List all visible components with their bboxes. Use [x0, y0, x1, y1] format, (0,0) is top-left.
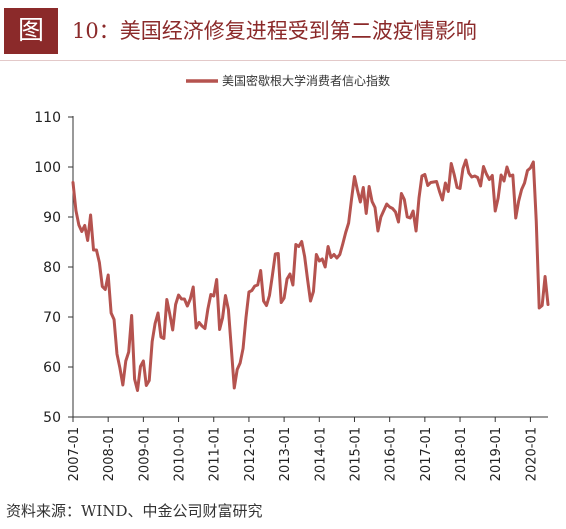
y-axis-ticks: 50 60 70 80 90 100 110 [34, 110, 73, 426]
figure-header: 图 10：美国经济修复进程受到第二波疫情影响 [0, 0, 566, 62]
x-tick-label: 2017-01 [419, 427, 434, 481]
x-tick-label: 2018-01 [454, 427, 469, 481]
x-tick-label: 2019-01 [489, 427, 504, 481]
y-tick-label: 100 [34, 160, 61, 176]
y-tick-label: 90 [43, 210, 61, 226]
x-tick-label: 2010-01 [173, 427, 188, 481]
figure-title: 10：美国经济修复进程受到第二波疫情影响 [72, 19, 477, 43]
x-tick-label: 2014-01 [313, 427, 328, 481]
y-tick-label: 60 [43, 360, 61, 376]
x-tick-label: 2007-01 [67, 427, 82, 481]
series-layer [71, 158, 550, 392]
x-tick-label: 2008-01 [102, 427, 117, 481]
x-tick-label: 2020-01 [524, 427, 539, 481]
y-tick-label: 70 [43, 310, 61, 326]
x-tick-label: 2013-01 [278, 427, 293, 481]
x-tick-label: 2016-01 [384, 427, 399, 481]
y-tick-label: 80 [43, 260, 61, 276]
x-tick-label: 2012-01 [243, 427, 258, 481]
series-line-0 [71, 158, 550, 392]
legend-label: 美国密歇根大学消费者信心指数 [222, 73, 390, 88]
x-axis-ticks: 2007-01 2008-01 2009-01 2010-01 2011-01 2012-… [67, 417, 539, 481]
figure-label-box: 图 [4, 8, 58, 54]
legend: 美国密歇根大学消费者信心指数 [186, 73, 390, 88]
x-tick-label: 2009-01 [137, 427, 152, 481]
x-tick-label: 2011-01 [208, 427, 223, 481]
y-tick-label: 110 [34, 110, 61, 126]
header-divider [0, 60, 566, 61]
x-tick-label: 2015-01 [348, 427, 363, 481]
y-tick-label: 50 [43, 410, 61, 426]
source-note: 资料来源：WIND、中金公司财富研究 [6, 502, 263, 520]
